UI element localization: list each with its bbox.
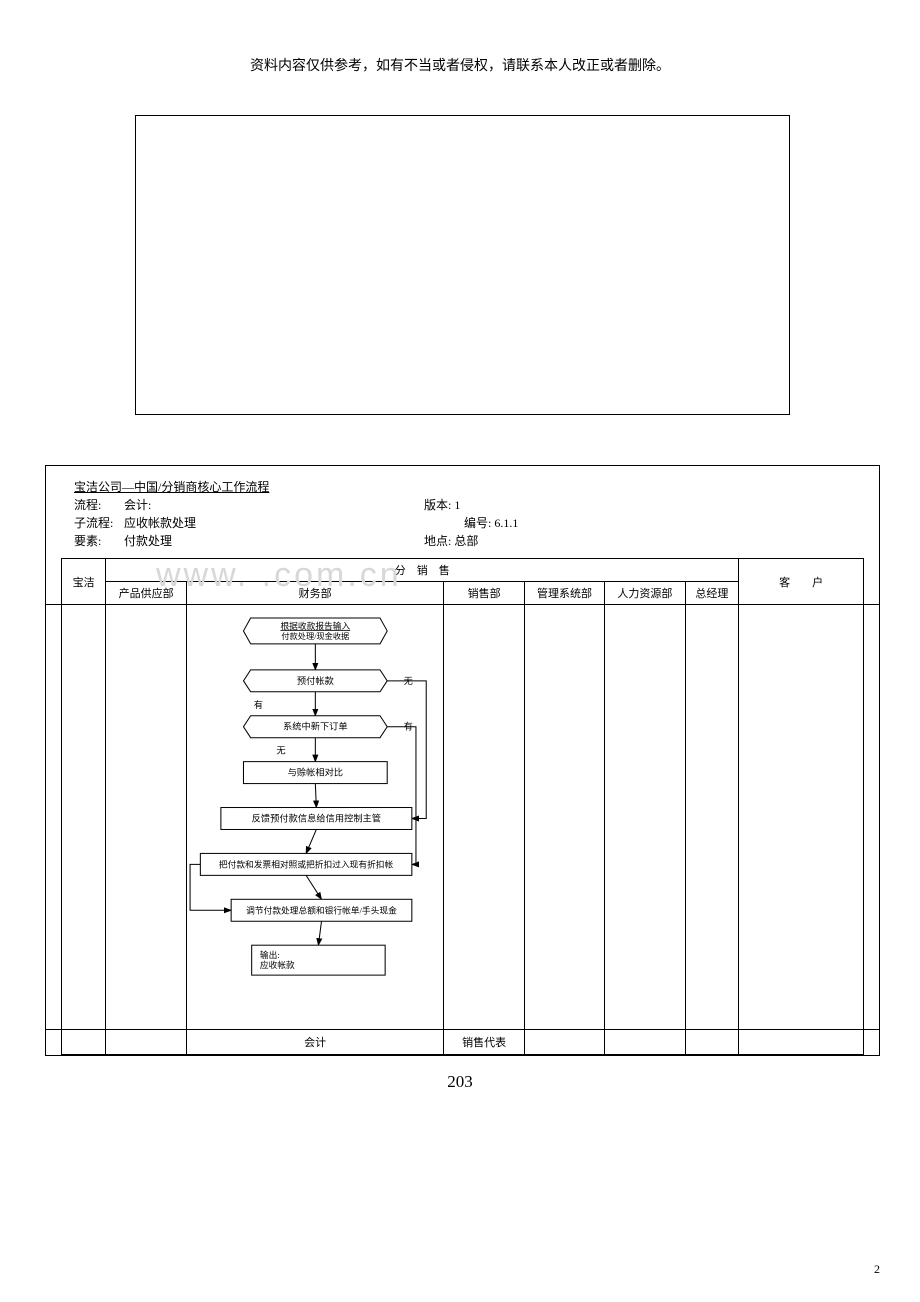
svg-text:应收帐款: 应收帐款 bbox=[260, 959, 295, 970]
flowchart-svg: 根据收款报告输入付款处理/现金收据预付帐款系统中新下订单与赊帐相对比反馈预付款信… bbox=[187, 610, 444, 1024]
meta-block: 宝洁公司—中国/分销商核心工作流程 流程:会计: 版本: 1 子流程:应收帐款处… bbox=[46, 478, 879, 550]
svg-text:有: 有 bbox=[403, 721, 412, 732]
svg-text:输出:: 输出: bbox=[260, 949, 280, 960]
meta-label-2: 要素: bbox=[74, 532, 124, 550]
svg-text:有: 有 bbox=[254, 699, 263, 710]
meta-right-1: 编号: 6.1.1 bbox=[424, 514, 518, 532]
col-sales: 销售部 bbox=[444, 582, 524, 605]
col-customer: 客 户 bbox=[739, 559, 864, 605]
svg-text:无: 无 bbox=[403, 676, 412, 686]
sales-lane bbox=[444, 605, 524, 1030]
meta-label-1: 子流程: bbox=[74, 514, 124, 532]
col-gm: 总经理 bbox=[685, 582, 739, 605]
col-baojie: 宝洁 bbox=[61, 559, 106, 605]
svg-text:无: 无 bbox=[276, 746, 285, 756]
svg-text:预付帐款: 预付帐款 bbox=[297, 675, 334, 686]
svg-text:与赊帐相对比: 与赊帐相对比 bbox=[287, 767, 342, 778]
document-page: 资料内容仅供参考，如有不当或者侵权，请联系本人改正或者删除。 www. .com… bbox=[0, 0, 920, 1122]
supply-svg bbox=[106, 610, 185, 1024]
meta-label-0: 流程: bbox=[74, 496, 124, 514]
footer-finance: 会计 bbox=[186, 1030, 444, 1055]
svg-text:把付款和发票相对照或把折扣过入现有折扣帐: 把付款和发票相对照或把折扣过入现有折扣帐 bbox=[219, 859, 394, 870]
svg-text:反馈预付款信息给信用控制主管: 反馈预付款信息给信用控制主管 bbox=[251, 813, 380, 824]
meta-left-1: 应收帐款处理 bbox=[124, 516, 196, 530]
header-disclaimer: 资料内容仅供参考，如有不当或者侵权，请联系本人改正或者删除。 bbox=[40, 55, 880, 75]
page-number: 203 bbox=[40, 1072, 880, 1092]
svg-text:付款处理/现金收据: 付款处理/现金收据 bbox=[281, 631, 349, 641]
svg-text:根据收款报告输入: 根据收款报告输入 bbox=[280, 620, 350, 631]
svg-text:调节付款处理总额和银行帐单/手头现金: 调节付款处理总额和银行帐单/手头现金 bbox=[246, 904, 397, 915]
meta-right-2: 地点: 总部 bbox=[424, 532, 478, 550]
page-corner-number: 2 bbox=[874, 1262, 880, 1277]
col-hr: 人力资源部 bbox=[605, 582, 685, 605]
supply-lane bbox=[106, 605, 186, 1030]
swimlane-table: 宝洁 分 销 售 客 户 产品供应部 财务部 销售部 管理系统部 人力资源部 总… bbox=[46, 558, 879, 1055]
group-header: 分 销 售 bbox=[106, 559, 739, 582]
col-supply: 产品供应部 bbox=[106, 582, 186, 605]
meta-left-2: 付款处理 bbox=[124, 534, 172, 548]
footer-sales: 销售代表 bbox=[444, 1030, 524, 1055]
empty-placeholder-box bbox=[135, 115, 790, 415]
col-mgmt: 管理系统部 bbox=[524, 582, 604, 605]
meta-right-0: 版本: 1 bbox=[424, 496, 460, 514]
main-content-frame: www. .com.cn 宝洁公司—中国/分销商核心工作流程 流程:会计: 版本… bbox=[45, 465, 880, 1056]
svg-text:系统中新下订单: 系统中新下订单 bbox=[283, 721, 348, 732]
col-finance: 财务部 bbox=[186, 582, 444, 605]
finance-lane: 根据收款报告输入付款处理/现金收据预付帐款系统中新下订单与赊帐相对比反馈预付款信… bbox=[186, 605, 444, 1030]
meta-left-0: 会计: bbox=[124, 498, 151, 512]
meta-title: 宝洁公司—中国/分销商核心工作流程 bbox=[74, 478, 879, 496]
